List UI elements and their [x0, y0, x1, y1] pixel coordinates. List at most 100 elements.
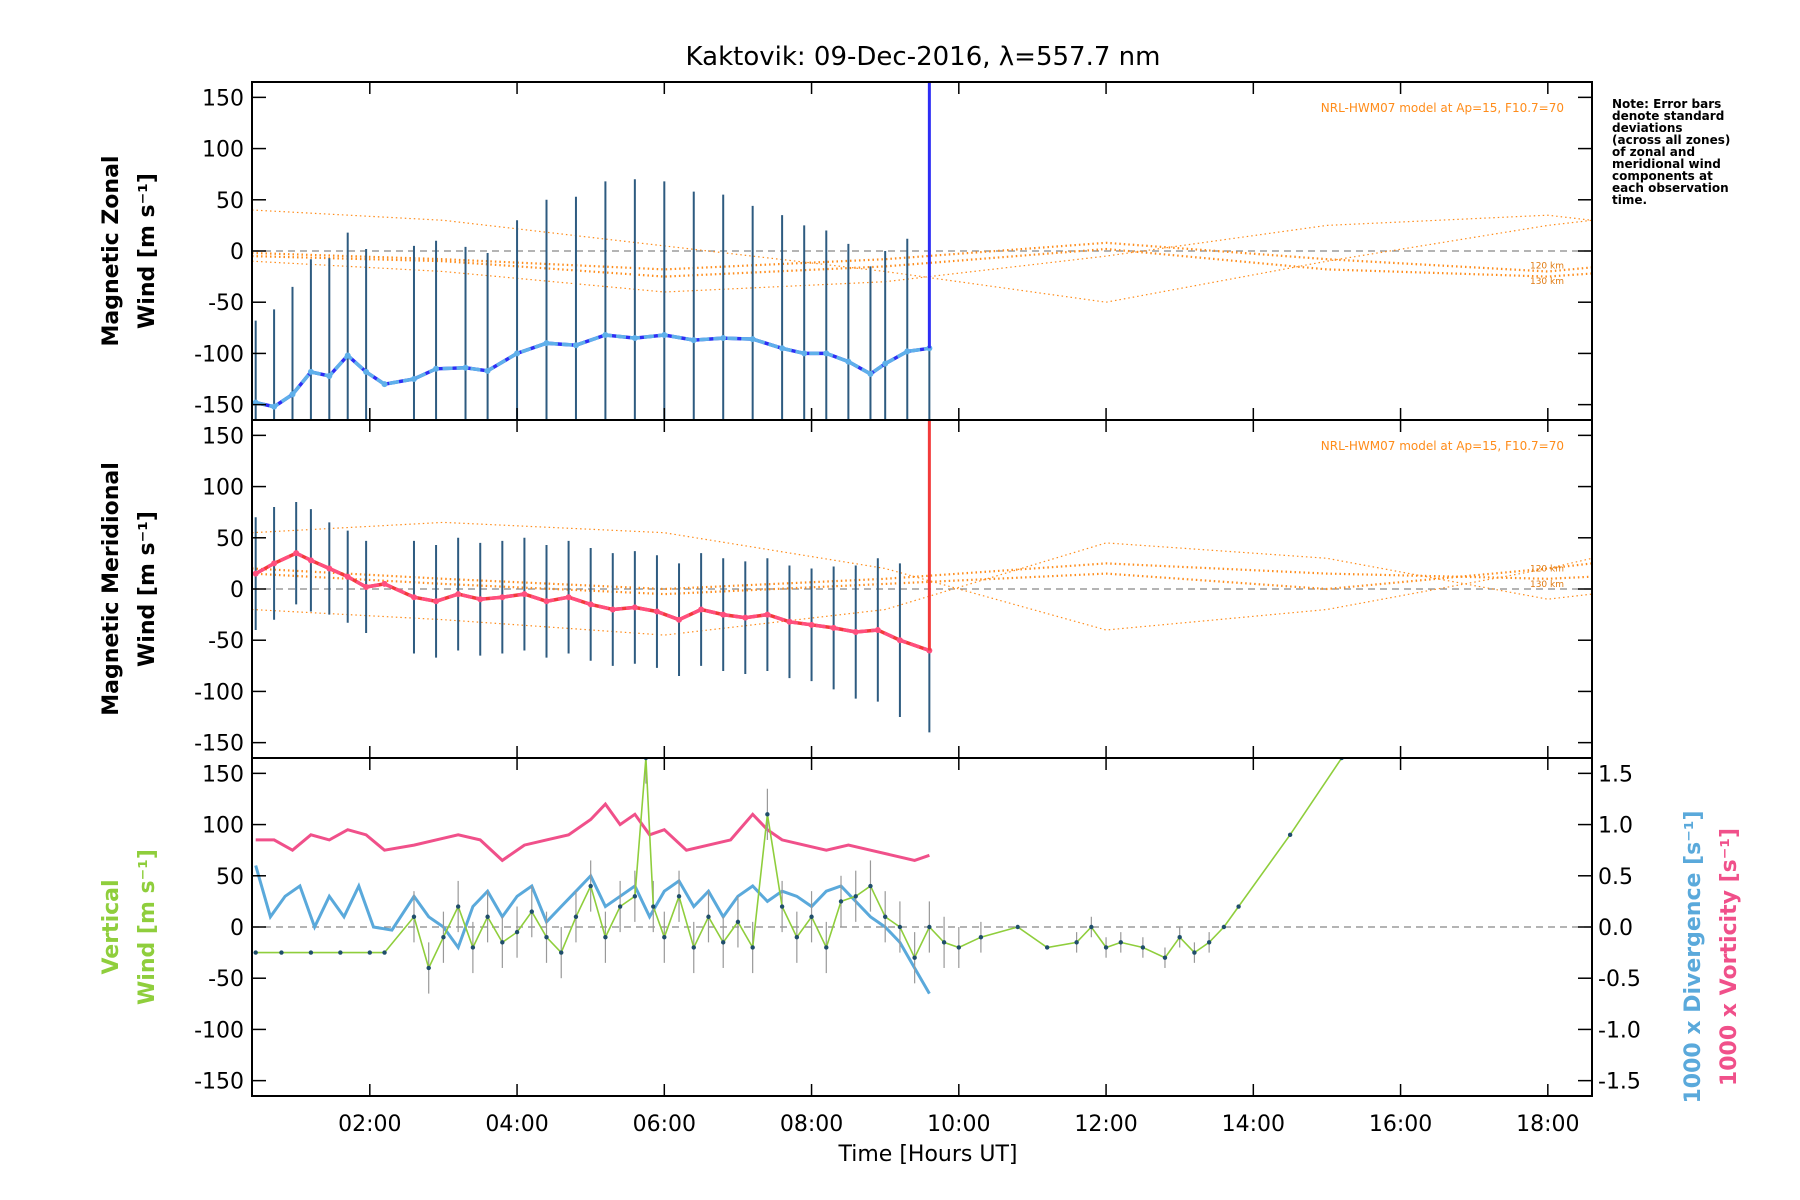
meridional-model-curve: [252, 562, 1592, 596]
note-line: denote standard: [1612, 109, 1724, 123]
right-y-tick-label: -1.0: [1598, 1018, 1641, 1043]
vertical-wind-point: [455, 904, 461, 909]
vertical-wind-point: [279, 950, 284, 955]
vertical-y-tick-label: 150: [202, 762, 244, 787]
zonal-model-curve: [252, 209, 1592, 303]
meridional-wind-point: [363, 583, 370, 590]
zonal-wind-point: [779, 345, 786, 352]
zonal-y-axis-label: Magnetic Zonal: [99, 156, 124, 347]
zonal-wind-point: [307, 368, 314, 375]
zonal-wind-point: [462, 364, 469, 371]
vertical-wind-point: [253, 950, 258, 955]
zonal-wind-point: [690, 337, 697, 344]
meridional-wind-point: [852, 629, 859, 636]
zonal-wind-point: [904, 348, 911, 355]
right-y-tick-label: 0.5: [1598, 865, 1633, 890]
meridional-y-axis-label: Magnetic Meridional: [99, 462, 124, 715]
vertical-wind-point: [1118, 940, 1123, 945]
vertical-y-tick-label: -50: [208, 967, 244, 992]
x-tick-label: 16:00: [1369, 1112, 1432, 1137]
vertical-wind-point: [868, 883, 873, 889]
vertical-wind-point: [1103, 945, 1109, 950]
meridional-y-tick-label: 0: [230, 578, 244, 603]
vertical-wind-point: [1044, 945, 1050, 950]
x-tick-label: 18:00: [1516, 1112, 1579, 1137]
meridional-wind-point: [587, 601, 594, 608]
vertical-wind-point: [941, 940, 947, 945]
meridional-wind-point: [720, 611, 727, 618]
meridional-wind-point: [786, 618, 793, 625]
vertical-wind-point: [617, 904, 623, 909]
vertical-plot-area: [252, 758, 1592, 995]
vertical-wind-point: [411, 914, 417, 919]
x-tick-label: 08:00: [780, 1112, 843, 1137]
zonal-wind-point: [720, 335, 727, 342]
zonal-wind-point: [363, 368, 370, 375]
meridional-wind-point: [631, 604, 638, 611]
vertical-wind-point: [882, 914, 888, 919]
right-y-tick-label: 1.5: [1598, 762, 1633, 787]
vertical-wind-point: [485, 914, 490, 919]
x-tick-label: 14:00: [1222, 1112, 1285, 1137]
right-y-tick-label: 0.0: [1598, 916, 1633, 941]
vertical-wind-point: [500, 940, 505, 945]
meridional-wind-point: [271, 560, 278, 567]
vertical-wind-point: [809, 914, 814, 919]
zonal-wind-point: [572, 342, 579, 349]
vertical-wind-point: [573, 914, 579, 919]
x-tick-label: 12:00: [1074, 1112, 1137, 1137]
meridional-km-label: 120 km: [1530, 565, 1564, 575]
vertical-wind-point: [978, 935, 984, 940]
zonal-wind-line: [255, 333, 930, 409]
meridional-model-curve: [252, 542, 1592, 636]
vertical-wind-point: [426, 965, 431, 971]
zonal-plot-area: [252, 82, 1592, 420]
x-axis-label: Time [Hours UT]: [838, 1142, 1018, 1167]
meridional-wind-point: [344, 573, 351, 580]
chart-title: Kaktovik: 09-Dec-2016, λ=557.7 nm: [686, 42, 1161, 72]
vertical-wind-point: [651, 904, 656, 909]
vorticity-line: [255, 801, 930, 863]
vertical-frame: [251, 757, 1593, 1097]
vertical-y-axis-label: Wind [m s⁻¹]: [135, 849, 160, 1005]
vertical-wind-point: [706, 914, 711, 919]
meridional-wind-point: [293, 550, 300, 557]
vertical-y-axis-label: Vertical: [99, 879, 124, 974]
meridional-y-tick-label: 100: [202, 476, 244, 501]
vertical-wind-point: [794, 935, 800, 940]
note-line: of zonal and: [1612, 145, 1695, 159]
zonal-y-tick-label: -50: [208, 291, 244, 316]
zonal-model-curve: [252, 241, 1592, 273]
note-line: meridional wind: [1612, 157, 1721, 171]
meridional-y-tick-label: -50: [208, 629, 244, 654]
meridional-wind-point: [381, 580, 388, 587]
vertical-wind-point: [514, 929, 520, 935]
vertical-wind-point: [308, 950, 314, 955]
zonal-wind-point: [433, 365, 440, 372]
meridional-frame: [251, 419, 1593, 759]
meridional-wind-line: [254, 551, 930, 653]
vertical-wind-point: [382, 950, 387, 955]
vertical-wind-point: [1140, 945, 1146, 950]
vertical-wind-point: [1015, 924, 1020, 930]
meridional-wind-point: [252, 570, 259, 577]
zonal-y-axis-label: Wind [m s⁻¹]: [135, 173, 160, 329]
vertical-wind-point: [1089, 924, 1094, 930]
meridional-wind-point: [521, 591, 528, 598]
vertical-wind-point: [529, 909, 534, 914]
vertical-y-tick-label: 50: [216, 865, 244, 890]
meridional-wind-point: [653, 608, 660, 615]
zonal-wind-point: [410, 376, 417, 383]
vertical-wind-point: [662, 935, 667, 940]
vertical-wind-point: [676, 894, 682, 899]
panel-meridional: NRL-HWM07 model at Ap=15, F10.7=70 120 km…: [99, 419, 1593, 759]
zonal-wind-point: [882, 360, 889, 367]
vertical-wind-point: [1206, 940, 1212, 945]
meridional-y-axis-label: Wind [m s⁻¹]: [135, 511, 160, 667]
meridional-y-tick-label: -100: [194, 680, 244, 705]
zonal-wind-point: [749, 336, 756, 343]
zonal-y-tick-label: 50: [216, 189, 244, 214]
meridional-wind-point: [477, 596, 484, 603]
vertical-wind-point: [559, 950, 564, 955]
